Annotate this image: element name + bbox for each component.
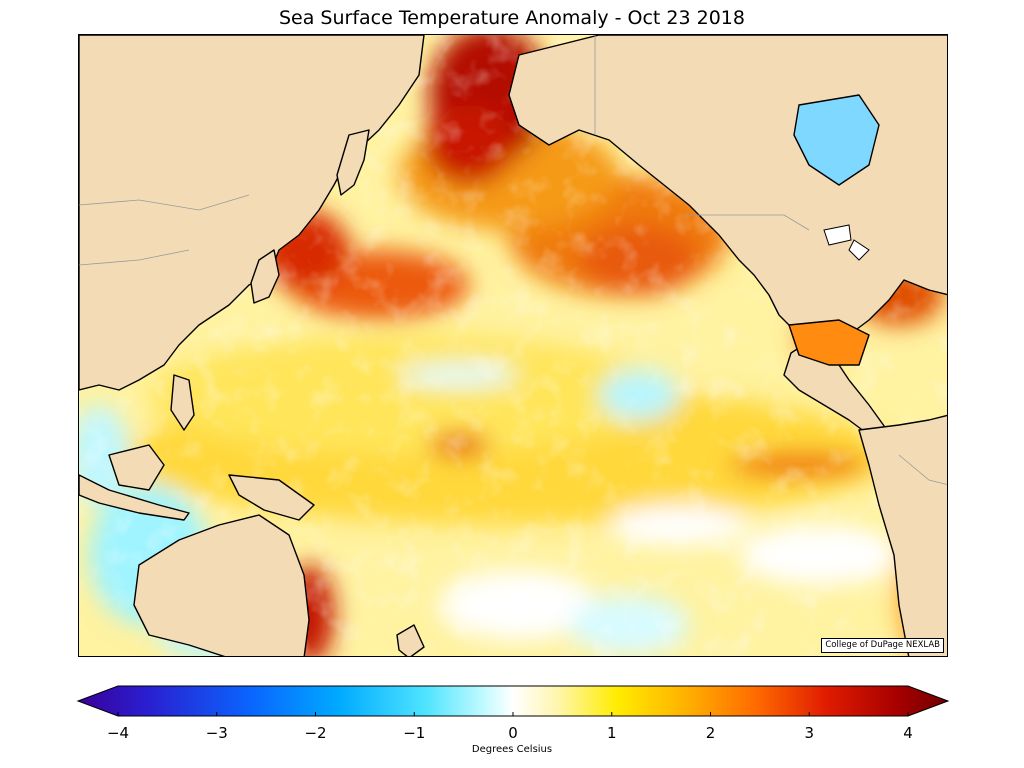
tick-label: −4 — [106, 724, 130, 742]
tick-label: 3 — [804, 724, 815, 742]
tick-label: −1 — [403, 724, 426, 742]
hudson-bay — [793, 94, 880, 186]
sumatra-java — [79, 474, 190, 521]
great-lakes — [823, 224, 870, 261]
new-guinea — [228, 474, 315, 521]
colorbar — [76, 685, 950, 717]
political-borders — [79, 35, 947, 485]
japan — [250, 249, 280, 304]
colorbar-bar — [76, 685, 950, 717]
kamchatka — [336, 129, 370, 196]
land-masses — [79, 35, 947, 656]
gulf-of-mexico — [788, 319, 870, 366]
colorbar-ticks — [117, 712, 909, 716]
philippines — [170, 374, 195, 431]
sst-anomaly-map — [79, 35, 947, 656]
new-zealand — [396, 624, 425, 656]
tick-label: 2 — [705, 724, 716, 742]
colorbar-label: Degrees Celsius — [471, 744, 553, 755]
australia — [133, 514, 310, 656]
tick-label: 1 — [606, 724, 617, 742]
borneo — [108, 444, 165, 491]
map-panel: College of DuPage NEXLAB — [78, 34, 948, 657]
tick-label: −2 — [304, 724, 327, 742]
chart-title: Sea Surface Temperature Anomaly - Oct 23… — [279, 7, 745, 29]
tick-label: −3 — [205, 724, 228, 742]
south-america — [858, 414, 947, 656]
credit-label: College of DuPage NEXLAB — [821, 638, 944, 653]
tick-label: 0 — [508, 724, 518, 742]
tick-label: 4 — [903, 724, 913, 742]
